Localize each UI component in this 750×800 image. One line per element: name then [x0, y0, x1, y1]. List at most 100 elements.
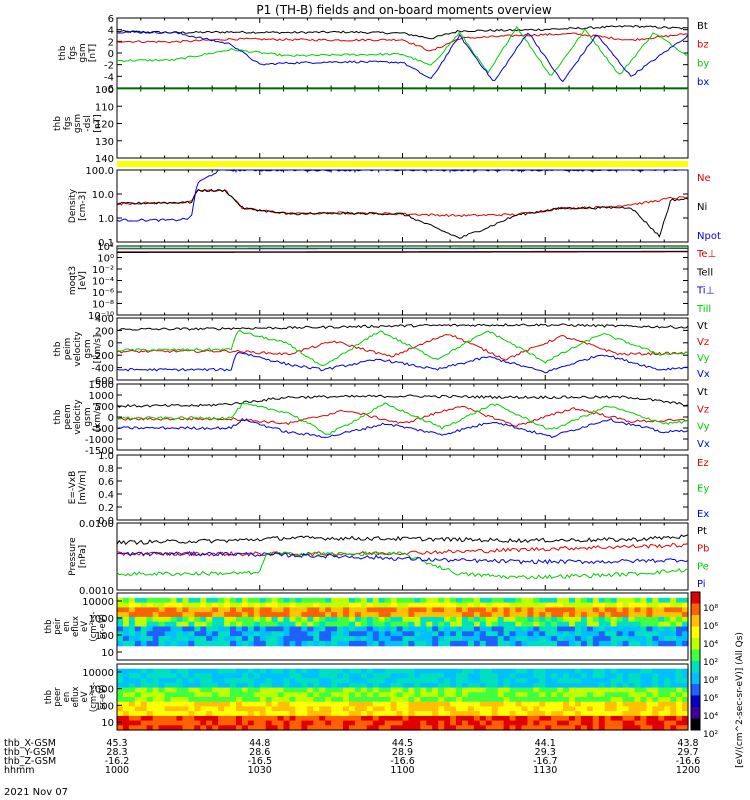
- spectrogram-cell: [616, 631, 624, 637]
- spectrogram-cell: [456, 631, 463, 637]
- date-label: 2021 Nov 07: [4, 787, 68, 798]
- spectrogram-cell: [283, 636, 290, 642]
- spectrogram-cell: [515, 682, 522, 689]
- spectrogram-cell: [230, 711, 237, 717]
- spectrogram-cell: [473, 682, 481, 689]
- spectrogram-cell: [515, 640, 522, 647]
- spectrogram-cell: [372, 720, 380, 726]
- spectrogram-cell: [616, 636, 624, 642]
- spectrogram-cell: [366, 706, 374, 712]
- spectrogram-cell: [122, 616, 130, 623]
- spectrogram-cell: [206, 631, 213, 637]
- spectrogram-cell: [533, 687, 540, 693]
- spectrogram-cell: [128, 697, 136, 703]
- spectrogram-cell: [479, 706, 487, 712]
- spectrogram-cell: [628, 621, 635, 628]
- spectrogram-cell: [164, 607, 172, 613]
- spectrogram-cell: [527, 711, 534, 717]
- spectrogram-cell: [277, 636, 285, 642]
- spectrogram-cell: [432, 626, 439, 632]
- spectrogram-cell: [509, 668, 517, 674]
- spectrogram-cell: [206, 640, 213, 647]
- spectrogram-cell: [325, 607, 332, 613]
- spectrogram-cell: [592, 626, 600, 632]
- spectrogram-cell: [349, 692, 356, 698]
- spectrogram-cell: [497, 631, 505, 637]
- spectrogram-cell: [325, 692, 332, 698]
- spectrogram-cell: [313, 597, 320, 604]
- spectrogram-cell: [253, 612, 261, 618]
- spectrogram-cell: [580, 715, 588, 722]
- y-tick-label: 10: [101, 648, 114, 659]
- spectrogram-cell: [271, 697, 279, 703]
- spectrogram-cell: [658, 715, 665, 722]
- spectrogram-cell: [152, 668, 160, 674]
- spectrogram-cell: [456, 616, 463, 623]
- spectrogram-cell: [176, 597, 183, 604]
- spectrogram-cell: [598, 621, 606, 628]
- spectrogram-cell: [598, 687, 606, 693]
- spectrogram-cell: [551, 631, 558, 637]
- spectrogram-cell: [134, 616, 142, 623]
- spectrogram-cell: [426, 597, 433, 604]
- spectrogram-cell: [182, 725, 189, 731]
- spectrogram-cell: [319, 720, 326, 726]
- spectrogram-cell: [354, 678, 362, 684]
- spectrogram-cell: [450, 687, 457, 693]
- spectrogram-cell: [277, 720, 285, 726]
- spectrogram-cell: [491, 720, 499, 726]
- spectrogram-cell: [283, 626, 290, 632]
- spectrogram-cell: [640, 621, 647, 628]
- spectrogram-cell: [444, 682, 451, 689]
- spectrogram-cell: [676, 706, 683, 712]
- spectrogram-cell: [230, 636, 237, 642]
- spectrogram-cell: [396, 725, 404, 731]
- spectrogram-cell: [313, 678, 320, 684]
- spectrogram-cell: [366, 673, 374, 679]
- spectrogram-cell: [158, 602, 166, 608]
- spectrogram-cell: [533, 621, 540, 628]
- spectrogram-cell: [557, 597, 564, 604]
- spectrogram-cell: [604, 706, 612, 712]
- spectrogram-cell: [331, 715, 338, 722]
- series-Vz: [116, 334, 689, 361]
- spectrogram-cell: [682, 706, 689, 712]
- spectrogram-cell: [146, 720, 154, 726]
- spectrogram-cell: [533, 673, 540, 679]
- spectrogram-cell: [521, 678, 528, 684]
- y-axis-label: en: [62, 692, 72, 703]
- spectrogram-cell: [170, 636, 177, 642]
- spectrogram-cell: [414, 597, 421, 604]
- spectrogram-cell: [497, 626, 505, 632]
- spectrogram-cell: [313, 725, 320, 731]
- spectrogram-cell: [295, 706, 302, 712]
- spectrogram-cell: [122, 682, 130, 689]
- spectrogram-cell: [569, 673, 576, 679]
- spectrogram-cell: [670, 616, 677, 623]
- spectrogram-cell: [259, 640, 267, 647]
- spectrogram-cell: [212, 692, 219, 698]
- spectrogram-cell: [444, 692, 451, 698]
- spectrogram-cell: [592, 616, 600, 623]
- spectrogram-cell: [128, 607, 136, 613]
- spectrogram-cell: [140, 720, 148, 726]
- spectrogram-cell: [259, 725, 267, 731]
- spectrogram-cell: [122, 631, 130, 637]
- spectrogram-cell: [610, 673, 618, 679]
- spectrogram-cell: [390, 720, 398, 726]
- spectrogram-cell: [396, 687, 404, 693]
- spectrogram-cell: [289, 640, 296, 647]
- series-Vy: [116, 402, 689, 435]
- spectrogram-cell: [200, 673, 207, 679]
- spectrogram-cell: [212, 640, 219, 647]
- spectrogram-cell: [402, 597, 409, 604]
- y-tick-label: 0: [108, 49, 114, 60]
- spectrogram-cell: [586, 602, 594, 608]
- spectrogram-cell: [426, 725, 433, 731]
- spectrogram-cell: [247, 668, 255, 674]
- spectrogram-cell: [354, 673, 362, 679]
- spectrogram-cell: [491, 701, 499, 707]
- spectrogram-cell: [515, 607, 522, 613]
- spectrogram-cell: [473, 607, 481, 613]
